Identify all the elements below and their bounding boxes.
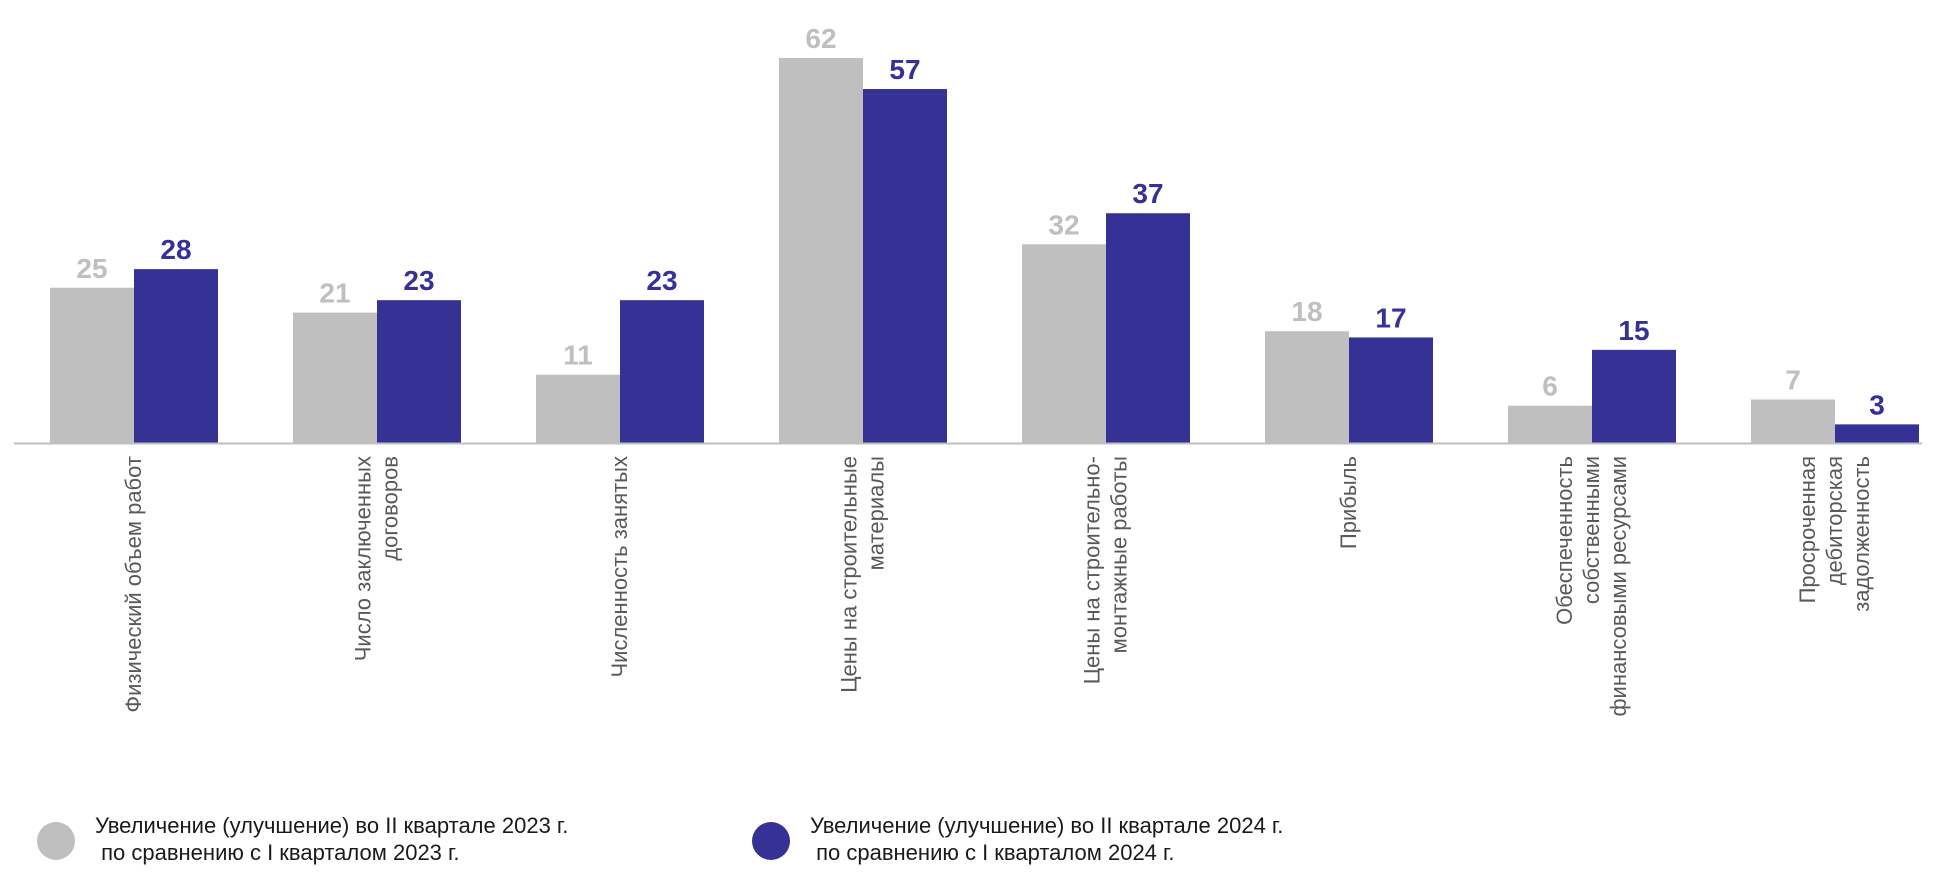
data-label-2023-2: 11: [563, 340, 593, 371]
data-label-2023-6: 6: [1542, 371, 1558, 402]
category-label-6: Обеспеченностьсобственнымифинансовыми ре…: [1552, 456, 1631, 717]
data-label-2023-5: 18: [1291, 296, 1322, 327]
legend-label-2023: Увеличение (улучшение) во II квартале 20…: [95, 813, 569, 865]
category-label-4: Цены на строительно-монтажные работы: [1080, 456, 1132, 684]
bar-2024-2: [620, 300, 704, 443]
data-label-2024-6: 15: [1618, 315, 1649, 346]
svg-text:Обеспеченностьсобственнымифина: Обеспеченностьсобственнымифинансовыми ре…: [1552, 456, 1631, 717]
svg-text:Число заключенныхдоговоров: Число заключенныхдоговоров: [351, 456, 403, 661]
category-label-3: Цены на строительныематериалы: [837, 456, 889, 693]
data-label-2024-1: 23: [403, 265, 434, 296]
legend-swatch-2024: [752, 822, 790, 860]
bar-2023-2: [536, 374, 620, 443]
category-label-2: Численность занятых: [607, 456, 632, 677]
bar-2023-1: [293, 312, 377, 443]
data-label-2024-0: 28: [160, 234, 191, 265]
bar-2023-0: [50, 287, 134, 443]
svg-text:Прибыль: Прибыль: [1336, 456, 1361, 549]
bar-2023-6: [1508, 405, 1592, 443]
bar-2023-5: [1265, 331, 1349, 443]
data-label-2023-3: 62: [805, 23, 836, 54]
data-label-2023-0: 25: [76, 253, 107, 284]
category-label-0: Физический объем работ: [121, 456, 146, 713]
data-label-2024-7: 3: [1869, 389, 1885, 420]
svg-text:Цены на строительныематериалы: Цены на строительныематериалы: [837, 456, 889, 693]
data-label-2024-4: 37: [1132, 178, 1163, 209]
bar-2024-0: [134, 269, 218, 443]
legend-item-2024: Увеличение (улучшение) во II квартале 20…: [752, 812, 1283, 866]
data-label-2024-3: 57: [889, 54, 920, 85]
data-label-2024-2: 23: [646, 265, 677, 296]
bar-2024-5: [1349, 337, 1433, 443]
category-label-5: Прибыль: [1336, 456, 1361, 549]
data-label-2023-1: 21: [319, 278, 350, 309]
bar-2023-4: [1022, 244, 1106, 443]
bar-2024-6: [1592, 349, 1676, 443]
svg-text:Физический объем работ: Физический объем работ: [121, 456, 146, 713]
category-label-1: Число заключенныхдоговоров: [351, 456, 403, 661]
bar-2023-3: [779, 57, 863, 443]
data-label-2024-5: 17: [1375, 302, 1406, 333]
data-label-2023-7: 7: [1785, 365, 1801, 396]
bar-2024-7: [1835, 424, 1919, 443]
legend-label-2024: Увеличение (улучшение) во II квартале 20…: [810, 813, 1284, 865]
bar-2024-1: [377, 300, 461, 443]
legend-item-2023: Увеличение (улучшение) во II квартале 20…: [37, 812, 568, 866]
bar-chart: 25 28 Физический объем работ 21 23 Число закл…: [14, 23, 1922, 717]
bar-2024-3: [863, 89, 947, 443]
svg-text:Цены на строительно-монтажные: Цены на строительно-монтажные работы: [1080, 456, 1132, 684]
legend-swatch-2023: [37, 822, 75, 860]
svg-text:Просроченнаядебиторскаязадолже: Просроченнаядебиторскаязадолженность: [1795, 456, 1874, 612]
bar-2024-4: [1106, 213, 1190, 443]
data-label-2023-4: 32: [1048, 209, 1079, 240]
bar-2023-7: [1751, 399, 1835, 443]
svg-text:Численность занятых: Численность занятых: [607, 456, 632, 677]
category-label-7: Просроченнаядебиторскаязадолженность: [1795, 456, 1874, 612]
